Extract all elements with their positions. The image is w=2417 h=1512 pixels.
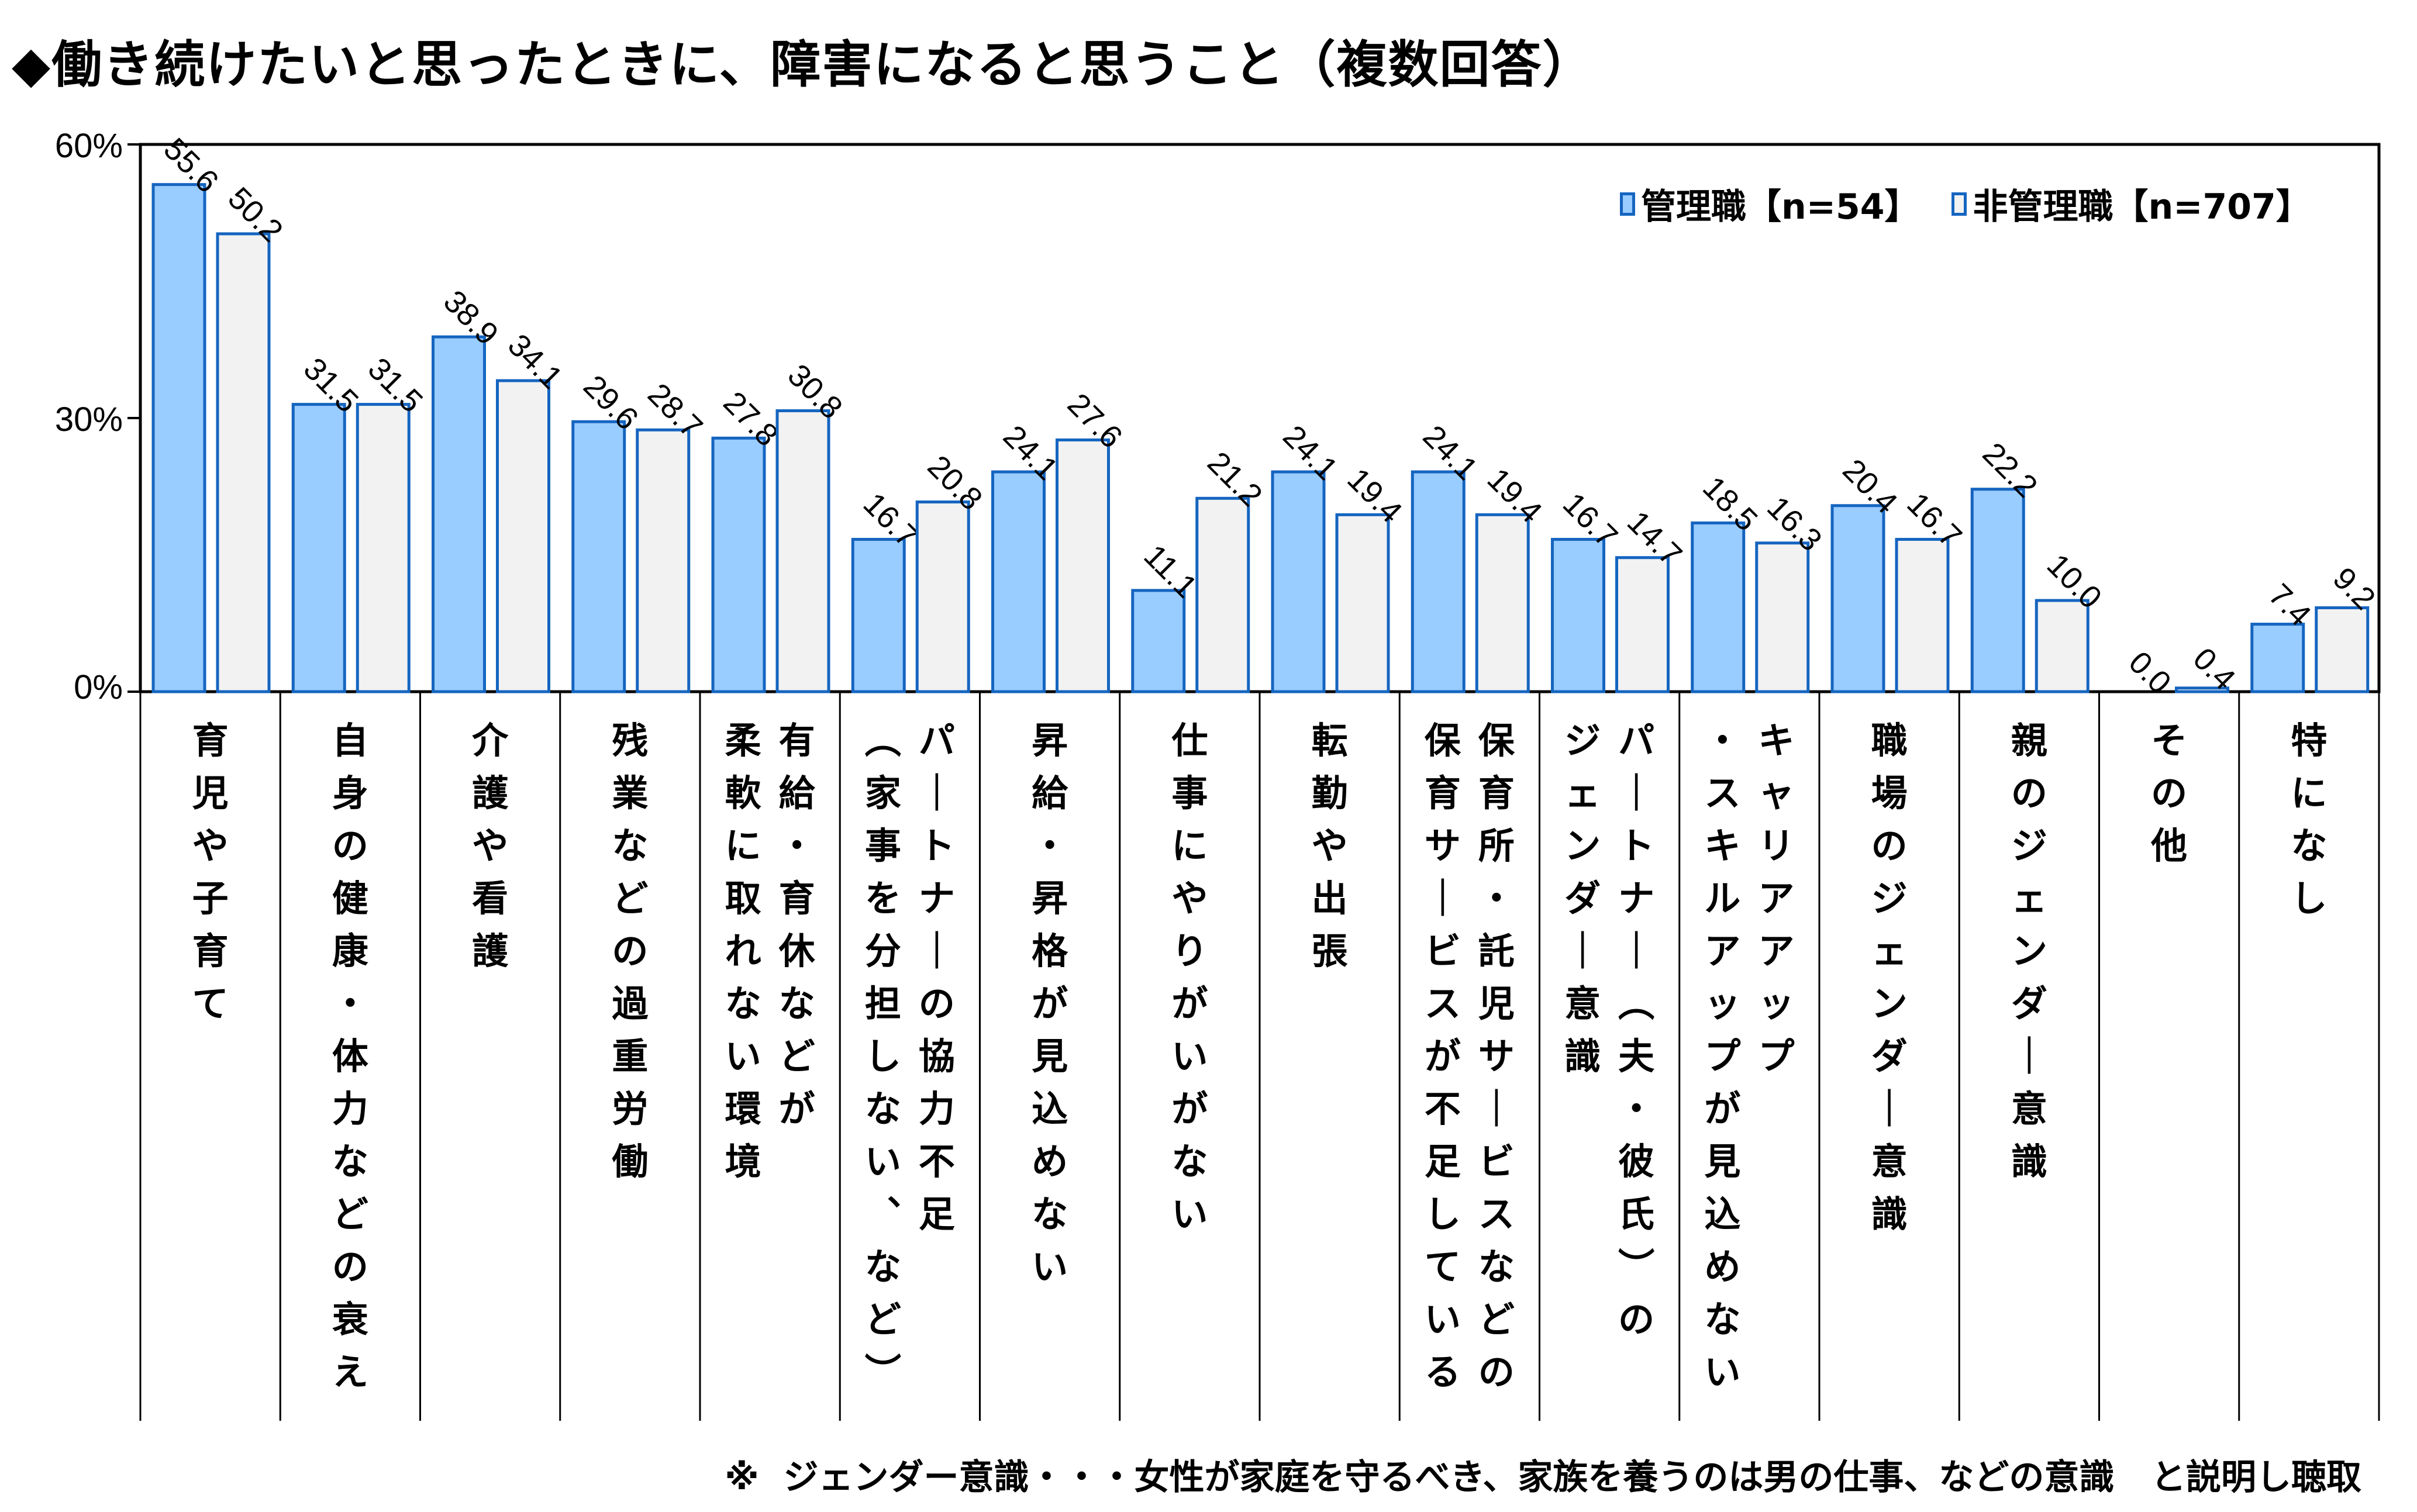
bar-non-manager — [775, 409, 830, 693]
category-label: 育児や子育て — [192, 719, 229, 1025]
category-label: 柔軟に取れない環境 — [725, 719, 762, 1183]
bar-non-manager — [356, 403, 411, 693]
legend-label-non-manager: 非管理職【n=707】 — [1973, 187, 2311, 227]
bar-manager — [1551, 537, 1605, 693]
bar-manager — [1970, 488, 2025, 693]
bar-manager — [1271, 470, 1326, 693]
bar-manager — [1411, 470, 1466, 693]
category-label: ︵家事を分担しない︑など︶ — [865, 719, 901, 1393]
y-tick-label: 60% — [55, 127, 123, 165]
bar-manager — [1830, 504, 1885, 693]
category-label: ジェンダ｜意識 — [1564, 719, 1601, 1078]
bar-manager — [1131, 589, 1186, 693]
bar-manager — [1691, 521, 1746, 693]
category-label: 自身の健康・体力などの衰え — [332, 719, 368, 1393]
category-label: 特になし — [2291, 719, 2327, 920]
category-label: 職場のジェンダ｜意識 — [1871, 719, 1908, 1235]
legend: 管理職【n=54】 非管理職【n=707】 — [1620, 178, 2343, 229]
category-label: キャリアアップ — [1758, 719, 1794, 1078]
bar-non-manager — [636, 428, 691, 693]
bar-non-manager — [216, 232, 271, 693]
category-label: その他 — [2150, 719, 2187, 867]
y-tick-label: 30% — [55, 401, 123, 439]
bar-manager — [2250, 623, 2305, 693]
legend-swatch-non-manager — [1951, 192, 1967, 216]
legend-item-non-manager: 非管理職【n=707】 — [1951, 178, 2311, 229]
legend-item-manager: 管理職【n=54】 — [1620, 178, 1919, 229]
chart-title: ◆働き続けたいと思ったときに、障害になると思うこと（複数回答） — [12, 36, 1594, 94]
y-tick-label: 0% — [74, 668, 123, 706]
bar-non-manager — [1895, 537, 1950, 693]
bar-non-manager — [1755, 541, 1810, 693]
bar-manager — [571, 420, 626, 693]
bar-non-manager — [1056, 438, 1110, 693]
bar-non-manager — [1195, 496, 1250, 693]
category-label: 親のジェンダ｜意識 — [2011, 719, 2047, 1183]
bar-manager — [151, 183, 206, 693]
category-label: 転勤や出張 — [1312, 719, 1348, 972]
category-label: パ｜トナ｜の協力不足 — [919, 719, 955, 1235]
bar-manager — [711, 436, 766, 693]
bar-non-manager — [1475, 513, 1530, 693]
category-label: 残業などの過重労働 — [612, 719, 649, 1183]
bar-non-manager — [2315, 606, 2370, 693]
bar-non-manager — [1615, 556, 1670, 693]
category-label: 保育サ｜ビスが不足している — [1425, 719, 1461, 1393]
footnote: ※ ジェンダー意識・・・女性が家庭を守るべき、家族を養うのは男の仕事、などの意識… — [725, 1457, 2361, 1498]
bar-non-manager — [915, 500, 970, 693]
legend-label-manager: 管理職【n=54】 — [1641, 187, 1920, 227]
bar-manager — [851, 537, 906, 693]
bar-manager — [991, 470, 1046, 693]
bar-manager — [291, 403, 346, 693]
bar-non-manager — [2175, 686, 2229, 693]
legend-swatch-manager — [1620, 192, 1635, 216]
bar-non-manager — [1335, 513, 1390, 693]
bar-manager — [432, 335, 486, 693]
category-label: 昇給・昇格が見込めない — [1032, 719, 1068, 1288]
category-label: 仕事にやりがいがない — [1171, 719, 1208, 1235]
category-label: 介護や看護 — [472, 719, 509, 972]
bar-non-manager — [496, 379, 550, 693]
category-label: ・スキルアップが見込めない — [1704, 719, 1740, 1393]
category-label: パ｜トナ｜︵夫・彼氏︶の — [1618, 719, 1655, 1341]
category-label: 保育所・託児サ｜ビスなどの — [1478, 719, 1515, 1393]
bar-non-manager — [2035, 599, 2090, 693]
category-label: 有給・育休などが — [778, 719, 816, 1130]
